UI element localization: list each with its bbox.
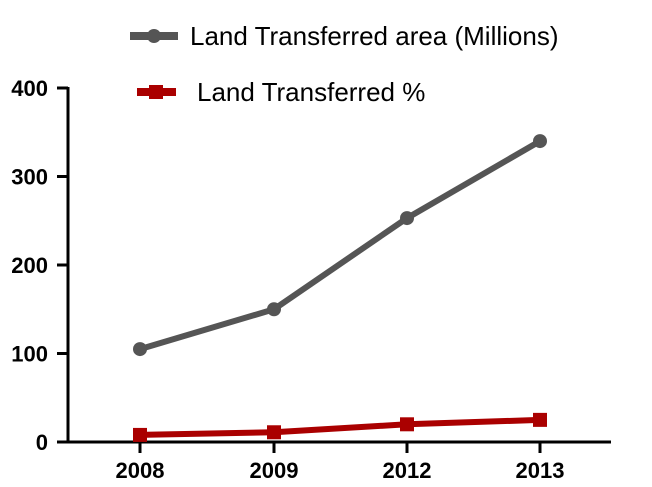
series-line-1: [137, 416, 543, 438]
data-point: [133, 427, 147, 442]
x-tick-label: 2009: [250, 458, 299, 483]
data-point: [133, 342, 147, 357]
y-tick-label: 100: [11, 342, 48, 367]
y-tick-label: 400: [11, 76, 48, 101]
y-ticks: 0 100 200 300 400: [11, 76, 68, 455]
x-tick-label: 2012: [383, 458, 432, 483]
data-point: [533, 412, 547, 427]
x-ticks: 2008 2009 2012 2013: [116, 442, 565, 483]
data-point: [400, 211, 414, 226]
x-tick-label: 2008: [116, 458, 165, 483]
data-point: [400, 417, 414, 432]
y-tick-label: 200: [11, 253, 48, 278]
y-tick-label: 300: [11, 165, 48, 190]
data-point: [267, 425, 281, 440]
y-tick-label: 0: [36, 430, 48, 455]
series-line-0: [137, 138, 543, 353]
series-layer: [133, 134, 547, 442]
legend-label-percent: Land Transferred %: [197, 77, 425, 107]
legend-marker-square: [149, 85, 163, 99]
data-point: [267, 302, 281, 317]
legend-marker-circle: [147, 29, 161, 43]
x-tick-label: 2013: [516, 458, 565, 483]
data-point: [533, 134, 547, 149]
legend-label-area: Land Transferred area (Millions): [190, 21, 559, 51]
legend: Land Transferred area (Millions) Land Tr…: [130, 21, 559, 107]
